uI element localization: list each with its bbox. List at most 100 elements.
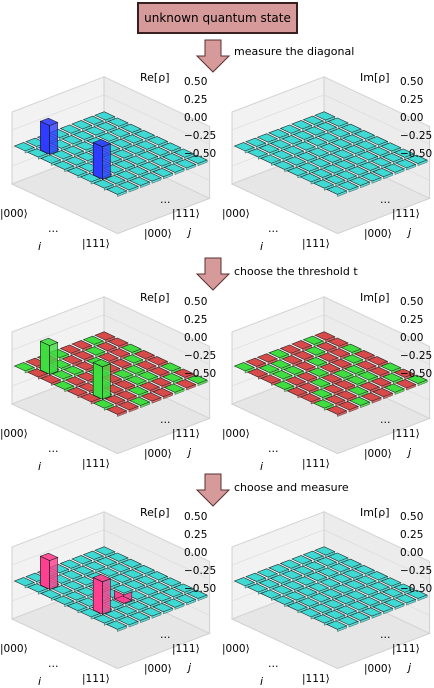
ket-i-last: |111⟩ <box>302 673 330 685</box>
grid-line <box>11 314 105 351</box>
panel-title-real: Re[ρ] <box>140 71 170 84</box>
data-bar-top <box>92 139 112 148</box>
ket-i-last: |111⟩ <box>82 458 110 470</box>
z-tick-label: 0.00 <box>400 332 424 344</box>
matrix-cell-side <box>371 397 382 404</box>
axis-name-j: j <box>408 446 412 459</box>
grid-line <box>11 529 105 566</box>
matrix-cell-side <box>417 594 428 602</box>
matrix-cell-side <box>360 181 370 189</box>
grid-line <box>323 130 430 181</box>
ket-j-first: |000⟩ <box>144 663 172 675</box>
z-tick-label: 0.50 <box>184 76 208 88</box>
grid-line <box>323 511 430 562</box>
matrix-cell-side <box>174 388 185 395</box>
data-bar <box>40 555 50 590</box>
matrix-cell-side <box>163 172 173 180</box>
z-tick-label: 0.25 <box>400 529 424 541</box>
ket-j-ellipsis: … <box>160 194 171 206</box>
matrix-cell-side <box>186 384 196 391</box>
data-bar-side <box>102 143 111 180</box>
grid-line <box>323 565 430 616</box>
z-tick-label: 0.25 <box>400 94 424 106</box>
data-bar-top <box>92 574 112 583</box>
ket-j-last: |111⟩ <box>172 643 200 655</box>
z-tick-label: 0.00 <box>400 547 424 559</box>
unknown-state-label: unknown quantum state <box>144 11 291 25</box>
data-bar <box>92 141 103 180</box>
ket-i-last: |111⟩ <box>82 238 110 250</box>
matrix-cell-side <box>406 384 416 391</box>
grid-line <box>323 350 430 401</box>
matrix-cell-side <box>406 164 416 171</box>
matrix-cell-side <box>140 616 150 624</box>
ket-j-ellipsis: … <box>160 414 171 426</box>
axis-name-i: i <box>260 460 264 473</box>
step-choose-threshold: choose the threshold t <box>234 265 358 278</box>
matrix-cell-side <box>128 621 139 628</box>
matrix-cell-side <box>140 401 150 409</box>
bar3d-real-2 <box>10 296 211 455</box>
ket-i-first: |000⟩ <box>0 208 28 220</box>
z-tick-label: 0.25 <box>400 314 424 326</box>
ket-j-last: |111⟩ <box>172 428 200 440</box>
ket-i-ellipsis: … <box>268 658 279 670</box>
ket-i-ellipsis: … <box>48 658 59 670</box>
ket-j-last: |111⟩ <box>392 643 420 655</box>
grid-line <box>103 130 210 181</box>
matrix-cell-side <box>417 159 428 167</box>
down-arrow <box>195 257 231 291</box>
matrix-cell-side <box>151 612 162 619</box>
ket-j-first: |000⟩ <box>364 448 392 460</box>
data-bar-side <box>49 122 58 155</box>
axis-name-i: i <box>260 675 264 688</box>
matrix-cell-side <box>394 168 405 175</box>
grid-line <box>231 314 325 351</box>
ket-j-ellipsis: … <box>380 194 391 206</box>
matrix-cell-side <box>117 625 127 632</box>
data-bar-side <box>102 578 111 615</box>
ket-i-first: |000⟩ <box>222 428 250 440</box>
matrix-cell-side <box>197 379 208 387</box>
panel-title-imag: Im[ρ] <box>360 291 390 304</box>
data-bar-top <box>39 117 59 126</box>
grid-line <box>103 529 210 580</box>
ket-j-first: |000⟩ <box>364 228 392 240</box>
matrix-cell-side <box>197 594 208 602</box>
grid-line <box>103 94 210 145</box>
z-tick-label: −0.25 <box>184 130 217 142</box>
matrix-cell-side <box>163 607 173 615</box>
matrix-cell-side <box>151 397 162 404</box>
matrix-cell-side <box>360 401 370 409</box>
data-bar <box>40 340 50 375</box>
grid-line <box>323 94 430 145</box>
matrix-cell-side <box>406 599 416 606</box>
grid-line <box>103 350 210 401</box>
matrix-cell-side <box>151 177 162 184</box>
axis-name-j: j <box>188 661 192 674</box>
z-tick-label: 0.50 <box>184 296 208 308</box>
matrix-cell-side <box>186 599 196 606</box>
z-tick-label: −0.50 <box>400 583 433 595</box>
matrix-cell-side <box>337 410 347 417</box>
axis-name-i: i <box>38 240 42 253</box>
axis-name-j: j <box>188 226 192 239</box>
grid-line <box>103 314 210 365</box>
matrix-cell-side <box>117 190 127 197</box>
bar3d-imag-3 <box>230 511 431 670</box>
bar3d-imag-1 <box>230 76 431 235</box>
ket-i-first: |000⟩ <box>0 643 28 655</box>
z-tick-label: 0.25 <box>184 94 208 106</box>
z-tick-label: 0.50 <box>400 296 424 308</box>
ket-i-first: |000⟩ <box>222 208 250 220</box>
matrix-cell-side <box>140 181 150 189</box>
grid-line <box>11 76 105 113</box>
ket-i-ellipsis: … <box>268 443 279 455</box>
panel-title-imag: Im[ρ] <box>360 71 390 84</box>
grid-line <box>323 76 430 127</box>
grid-line <box>323 296 430 347</box>
ket-i-ellipsis: … <box>48 223 59 235</box>
z-tick-label: 0.25 <box>184 314 208 326</box>
matrix-cell-side <box>348 406 359 413</box>
axis-name-j: j <box>408 226 412 239</box>
